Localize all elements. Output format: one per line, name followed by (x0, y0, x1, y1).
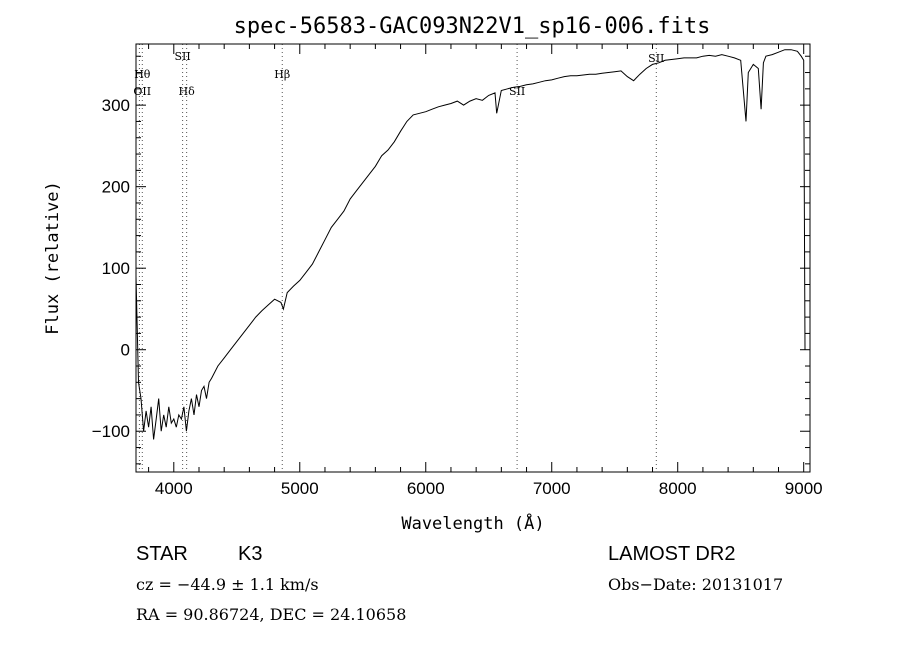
axis-ticks: 4000 5000 6000 7000 8000 9000 −100 0 100 200 300 (92, 44, 823, 498)
redshift-cz: cz = −44.9 ± 1.1 km/s (136, 575, 319, 594)
spectrum-series (135, 49, 806, 440)
y-tick-label: 100 (102, 259, 130, 278)
line-marker-label: OII (133, 85, 151, 98)
x-tick-label: 4000 (155, 479, 193, 498)
line-marker-label: Hθ (134, 68, 151, 81)
y-tick-label: 300 (102, 96, 130, 115)
line-marker-label: SII (509, 85, 525, 98)
x-tick-label: 7000 (533, 479, 571, 498)
ra-dec-coordinates: RA = 90.86724, DEC = 24.10658 (136, 605, 406, 624)
line-marker-label: Hδ (179, 85, 196, 98)
chart-title: spec-56583-GAC093N22V1_sp16-006.fits (234, 14, 711, 39)
x-tick-label: 8000 (659, 479, 697, 498)
object-subclass: K3 (238, 543, 262, 565)
plot-frame (135, 43, 811, 473)
x-tick-label: 9000 (785, 479, 823, 498)
x-tick-label: 6000 (407, 479, 445, 498)
x-axis-label: Wavelength (Å) (401, 512, 544, 534)
y-tick-label: 200 (102, 178, 130, 197)
y-axis-label: Flux (relative) (43, 181, 63, 335)
line-marker-label: Hβ (274, 68, 290, 81)
survey-label: LAMOST DR2 (608, 543, 735, 565)
observation-date: Obs−Date: 20131017 (608, 575, 783, 594)
x-tick-label: 5000 (281, 479, 319, 498)
y-tick-label: −100 (92, 422, 130, 441)
object-class: STAR (136, 543, 188, 565)
line-marker-label: SII (174, 50, 190, 63)
y-tick-label: 0 (121, 341, 130, 360)
